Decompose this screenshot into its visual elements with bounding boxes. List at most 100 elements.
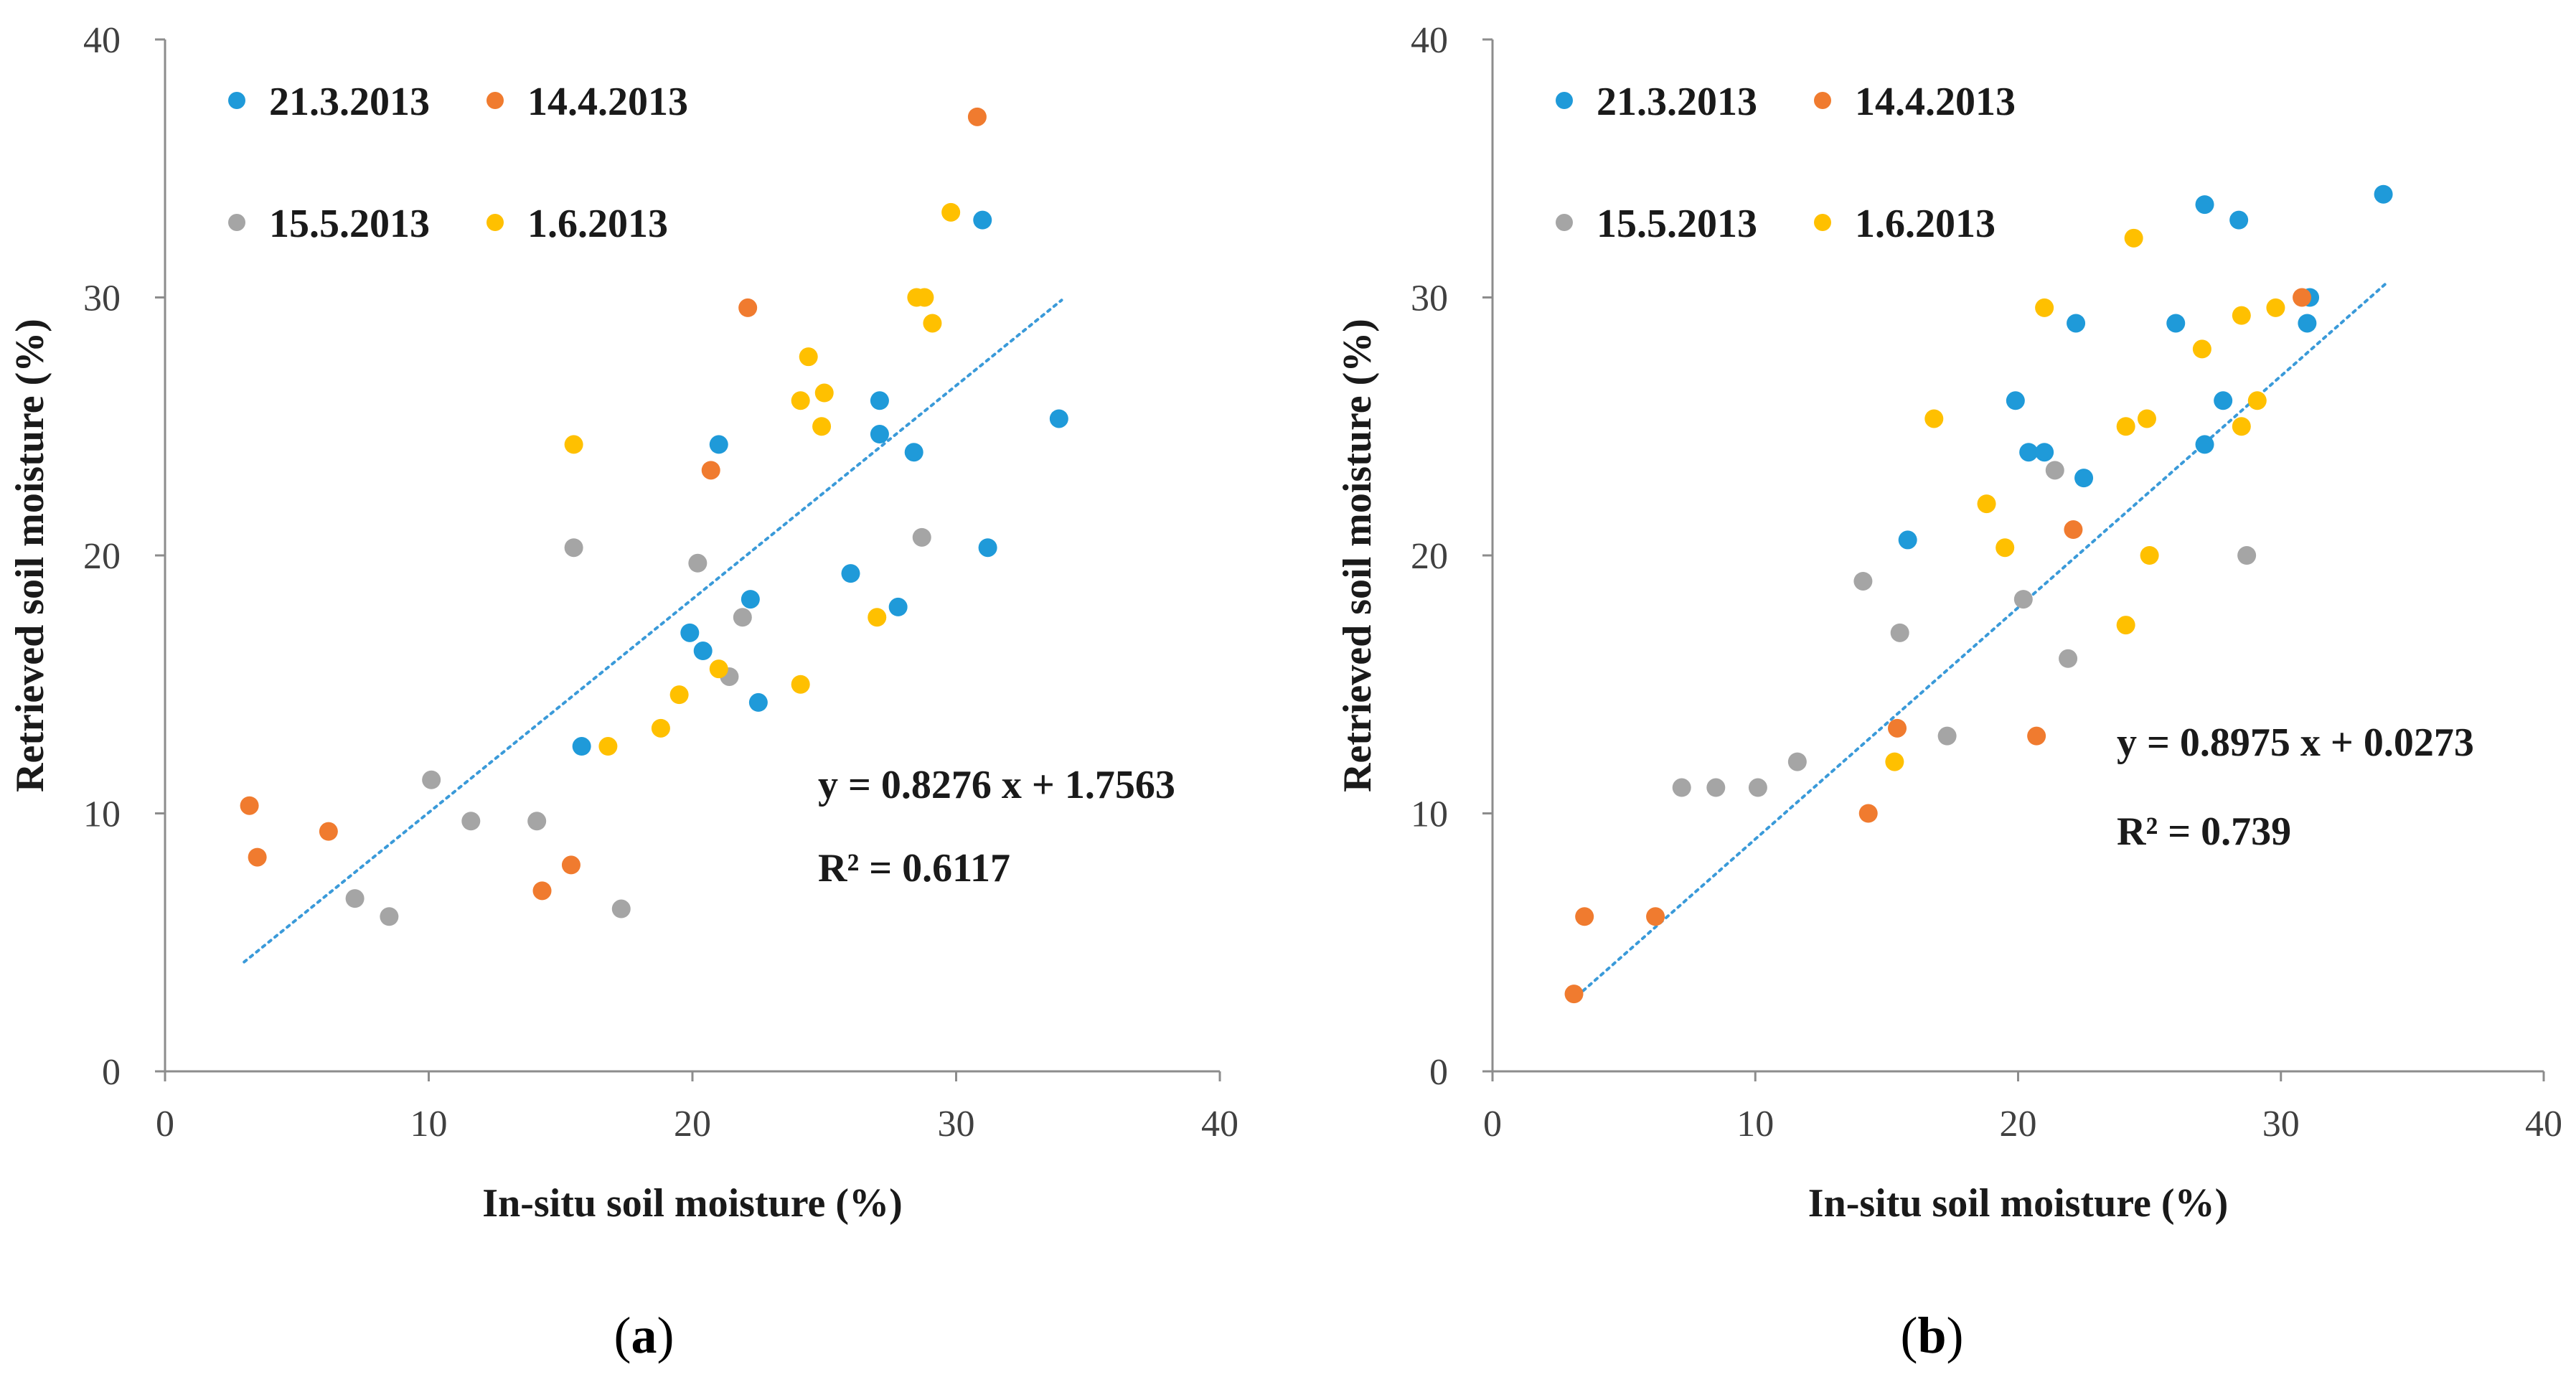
data-point-21-3-2013: [2195, 435, 2214, 454]
data-point-15-5-2013: [2045, 461, 2064, 480]
caption-close-paren: ): [657, 1307, 674, 1364]
data-point-15-5-2013: [1937, 726, 1957, 746]
caption-letter: a: [631, 1307, 657, 1364]
data-point-15-5-2013: [2059, 649, 2078, 668]
data-point-1-6-2013: [2116, 417, 2135, 436]
data-point-1-6-2013: [1996, 538, 2015, 558]
data-point-1-6-2013: [1885, 752, 1904, 771]
data-point-14-4-2013: [240, 796, 259, 815]
data-point-15-5-2013: [1890, 623, 1909, 642]
data-point-21-3-2013: [870, 391, 889, 410]
data-point-21-3-2013: [709, 435, 728, 454]
data-point-15-5-2013: [380, 907, 399, 926]
data-point-1-6-2013: [598, 737, 618, 756]
data-point-21-3-2013: [2374, 184, 2393, 204]
data-point-1-6-2013: [2035, 298, 2054, 317]
data-point-14-4-2013: [738, 298, 758, 317]
data-point-21-3-2013: [904, 443, 923, 462]
x-tick-label: 10: [410, 1104, 448, 1145]
y-tick-label: 40: [83, 20, 121, 61]
data-point-15-5-2013: [422, 770, 441, 789]
data-point-15-5-2013: [461, 812, 481, 831]
data-point-21-3-2013: [572, 737, 591, 756]
x-tick-label: 30: [938, 1104, 975, 1145]
legend-label: 1.6.2013: [1855, 202, 1996, 246]
data-point-14-4-2013: [701, 461, 720, 480]
data-point-21-3-2013: [741, 590, 760, 609]
data-point-15-5-2013: [1706, 778, 1726, 797]
legend-marker: [1814, 214, 1831, 231]
y-tick-label: 0: [1429, 1052, 1448, 1093]
data-point-1-6-2013: [868, 608, 887, 627]
x-tick-label: 10: [1736, 1104, 1774, 1145]
panel-a: 0 10 20 30 40 0 10 20 30 40 In-situ soil moisture …: [8, 20, 1238, 1364]
data-point-21-3-2013: [2166, 314, 2186, 333]
y-tick-label: 30: [83, 278, 121, 319]
data-point-21-3-2013: [888, 597, 908, 616]
legend-marker: [486, 214, 504, 231]
data-point-14-4-2013: [248, 847, 267, 867]
r-squared: R² = 0.739: [2117, 809, 2291, 854]
data-point-1-6-2013: [814, 383, 834, 403]
data-point-21-3-2013: [973, 210, 992, 230]
data-point-15-5-2013: [1787, 752, 1807, 771]
y-tick-label: 10: [1411, 794, 1448, 835]
data-point-1-6-2013: [2192, 339, 2211, 359]
data-point-1-6-2013: [669, 685, 689, 705]
trendline: [243, 299, 1063, 964]
data-point-14-4-2013: [319, 822, 338, 841]
legend-marker: [1814, 92, 1831, 109]
x-tick-label: 20: [674, 1104, 711, 1145]
data-point-15-5-2013: [733, 608, 752, 627]
data-point-1-6-2013: [1977, 494, 1996, 514]
y-tick-label: 20: [1411, 536, 1448, 577]
data-point-21-3-2013: [2006, 391, 2025, 410]
scatter-plot-a: 0 10 20 30 40 0 10 20 30 40 In-situ soil moisture …: [8, 20, 1238, 1226]
legend-marker: [1556, 92, 1573, 109]
data-point-15-5-2013: [912, 527, 931, 547]
data-point-21-3-2013: [2229, 210, 2249, 230]
data-point-1-6-2013: [2137, 409, 2156, 428]
data-point-1-6-2013: [2266, 298, 2285, 317]
data-point-1-6-2013: [2124, 228, 2143, 248]
data-point-1-6-2013: [1924, 409, 1944, 428]
x-tick-label: 0: [1483, 1104, 1502, 1145]
data-point-21-3-2013: [2035, 443, 2054, 462]
data-point-15-5-2013: [2237, 546, 2257, 565]
data-point-14-4-2013: [532, 881, 552, 901]
data-point-15-5-2013: [564, 538, 583, 558]
x-tick-label: 40: [1201, 1104, 1238, 1145]
y-tick-label: 20: [83, 536, 121, 577]
data-point-1-6-2013: [2232, 306, 2251, 325]
y-tick-label: 30: [1411, 278, 1448, 319]
x-axis-label: In-situ soil moisture (%): [1808, 1181, 2228, 1226]
data-point-15-5-2013: [688, 553, 708, 573]
data-point-14-4-2013: [2293, 288, 2312, 307]
data-point-21-3-2013: [2214, 391, 2233, 410]
data-point-1-6-2013: [923, 314, 942, 333]
data-point-14-4-2013: [1564, 985, 1584, 1004]
regression-equation: y = 0.8975 x + 0.0273: [2117, 720, 2474, 765]
legend-label: 15.5.2013: [269, 202, 430, 246]
data-point-15-5-2013: [1672, 778, 1691, 797]
legend-label: 15.5.2013: [1597, 202, 1757, 246]
data-point-14-4-2013: [967, 107, 987, 126]
data-point-1-6-2013: [915, 288, 934, 307]
x-tick-label: 40: [2525, 1104, 2562, 1145]
x-tick-label: 20: [2000, 1104, 2037, 1145]
y-tick-label: 40: [1411, 20, 1448, 61]
data-point-15-5-2013: [611, 899, 631, 919]
trendline: [1569, 282, 2388, 1003]
legend-label: 1.6.2013: [527, 202, 668, 246]
regression-equation: y = 0.8276 x + 1.7563: [818, 763, 1175, 807]
legend-label: 21.3.2013: [1597, 80, 1757, 124]
data-point-14-4-2013: [1888, 718, 1907, 738]
x-tick-label: 0: [156, 1104, 174, 1145]
panel-caption-b: (b): [1288, 1306, 2576, 1366]
data-point-15-5-2013: [2013, 590, 2033, 609]
data-point-14-4-2013: [1646, 907, 1665, 926]
y-axis-label: Retrieved soil moisture (%): [8, 319, 52, 792]
caption-letter: b: [1917, 1307, 1947, 1364]
data-point-21-3-2013: [978, 538, 997, 558]
